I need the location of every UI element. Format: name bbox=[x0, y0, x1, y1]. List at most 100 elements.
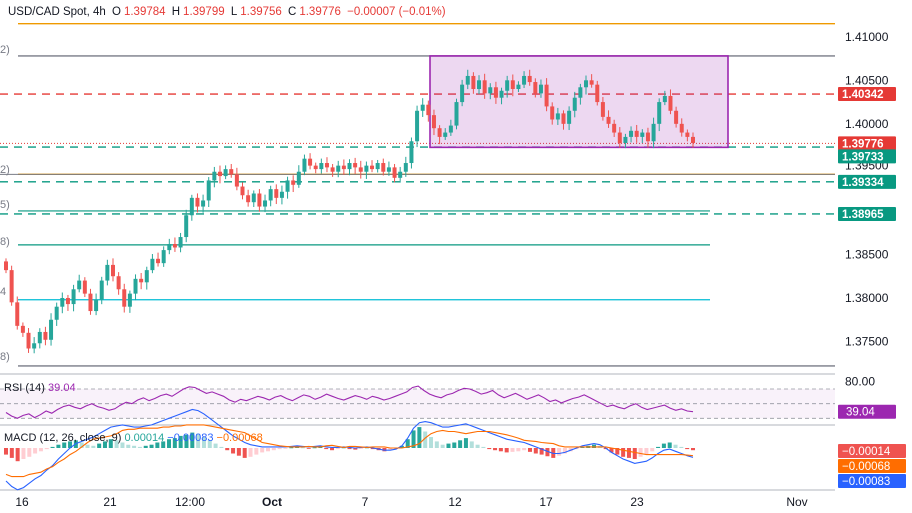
macd-histogram-bar bbox=[108, 439, 113, 448]
candle-body bbox=[257, 193, 262, 207]
candle-body bbox=[358, 167, 363, 172]
macd-histogram-bar bbox=[399, 445, 404, 448]
symbol-title[interactable]: USD/CAD Spot, 4h bbox=[8, 6, 106, 18]
macd-histogram-bar bbox=[190, 432, 195, 448]
macd-histogram-bar bbox=[539, 448, 544, 455]
candle-body bbox=[9, 270, 14, 303]
macd-histogram-bar bbox=[277, 448, 282, 450]
macd-histogram-bar bbox=[504, 448, 509, 453]
high-value: 1.39799 bbox=[183, 6, 225, 18]
time-tick-label: 16 bbox=[15, 495, 29, 509]
macd-histogram-bar bbox=[417, 427, 422, 448]
candle-body bbox=[105, 264, 110, 281]
time-tick-label: Oct bbox=[262, 495, 282, 509]
candle-body bbox=[285, 180, 290, 192]
candle-body bbox=[251, 193, 256, 203]
macd-histogram-bar bbox=[685, 448, 690, 450]
candle-body bbox=[645, 132, 650, 142]
range-box bbox=[429, 55, 729, 149]
macd-histogram-bar bbox=[626, 448, 631, 458]
macd-histogram-bar bbox=[411, 430, 416, 448]
macd-histogram-bar bbox=[691, 448, 695, 451]
price-tag-label: 1.39776 bbox=[842, 138, 884, 150]
candle-body bbox=[662, 95, 667, 103]
rsi-legend[interactable]: RSI (14) 39.04 bbox=[4, 382, 76, 394]
macd-histogram-bar bbox=[33, 448, 38, 454]
candle-body bbox=[330, 167, 335, 172]
candle-body bbox=[4, 261, 8, 271]
candle-body bbox=[139, 278, 144, 283]
high-label: H bbox=[171, 6, 181, 18]
macd-histogram-bar bbox=[271, 448, 276, 451]
low-value: 1.39756 bbox=[240, 6, 282, 18]
macd-histogram-bar bbox=[644, 448, 649, 455]
candle-body bbox=[133, 278, 138, 294]
rsi-line bbox=[5, 385, 694, 419]
candle-body bbox=[403, 163, 408, 172]
candle-body bbox=[201, 200, 206, 207]
macd-histogram-bar bbox=[615, 448, 620, 455]
candle-body bbox=[274, 189, 279, 198]
macd-histogram-bar bbox=[172, 438, 177, 448]
left-edge-label: 4 bbox=[0, 286, 6, 298]
macd-histogram-bar bbox=[155, 442, 160, 448]
candle-body bbox=[420, 104, 425, 111]
candle-body bbox=[533, 82, 538, 94]
macd-signal-value: −0.00068 bbox=[216, 432, 263, 444]
candle-body bbox=[578, 87, 583, 98]
macd-histogram-bar bbox=[429, 437, 434, 448]
candle-body bbox=[471, 75, 476, 90]
macd-histogram-bar bbox=[324, 448, 329, 450]
left-edge-labels: 2) 2) 5) 8) 4 8) bbox=[0, 44, 10, 363]
macd-signal-line bbox=[5, 424, 694, 478]
candle-body bbox=[94, 299, 99, 312]
macd-histogram-bar bbox=[388, 448, 393, 451]
macd-histogram-bar bbox=[56, 444, 61, 448]
candle-body bbox=[595, 84, 600, 103]
macd-histogram-bar bbox=[545, 448, 550, 457]
candle-body bbox=[195, 197, 200, 207]
candle-body bbox=[71, 289, 76, 305]
macd-histogram-bar bbox=[225, 448, 230, 451]
candle-body bbox=[685, 132, 690, 137]
candle-body bbox=[178, 237, 183, 248]
macd-histogram-bar bbox=[661, 443, 666, 448]
candle-body bbox=[77, 280, 82, 290]
price-tag-label: 1.39334 bbox=[842, 177, 884, 189]
candle-body bbox=[640, 132, 645, 137]
candle-body bbox=[409, 141, 414, 164]
macd-tag-label: −0.00068 bbox=[842, 461, 890, 473]
macd-histogram-bar bbox=[15, 448, 20, 462]
candle-body bbox=[296, 171, 301, 185]
price-tick-label: 1.40000 bbox=[845, 117, 889, 131]
macd-histogram-bar bbox=[242, 448, 247, 458]
candle-body bbox=[364, 165, 369, 172]
macd-legend[interactable]: MACD (12, 26, close, 9) 0.00014 −0.00083… bbox=[4, 432, 263, 444]
candle-body bbox=[144, 270, 149, 283]
macd-histogram-bar bbox=[434, 441, 439, 448]
candle-body bbox=[482, 80, 487, 94]
close-label: C bbox=[288, 6, 297, 18]
candle-body bbox=[460, 84, 465, 103]
macd-tag-bg bbox=[838, 444, 906, 458]
rsi-tick-label: 80.00 bbox=[845, 375, 875, 389]
time-tick-label: 12:00 bbox=[175, 495, 205, 509]
macd-histogram-bar bbox=[79, 442, 84, 448]
macd-histogram-bar bbox=[167, 439, 172, 448]
time-tick-label: 12 bbox=[448, 495, 462, 509]
candle-body bbox=[127, 293, 132, 307]
candle-body bbox=[392, 167, 397, 178]
macd-histogram-bar bbox=[557, 448, 562, 456]
price-tag-bg bbox=[838, 149, 896, 164]
rsi-tag-bg bbox=[838, 404, 896, 419]
macd-histogram-bar bbox=[44, 448, 49, 450]
macd-histogram-bar bbox=[161, 441, 166, 448]
macd-histogram-bar bbox=[38, 448, 43, 452]
candle-body bbox=[454, 102, 459, 126]
macd-histogram-bar bbox=[143, 445, 148, 448]
candle-body bbox=[375, 163, 380, 170]
candle-body bbox=[217, 171, 222, 177]
left-edge-label: 8) bbox=[0, 236, 10, 248]
macd-histogram-bar bbox=[440, 444, 445, 448]
macd-histogram-bar bbox=[609, 448, 614, 453]
